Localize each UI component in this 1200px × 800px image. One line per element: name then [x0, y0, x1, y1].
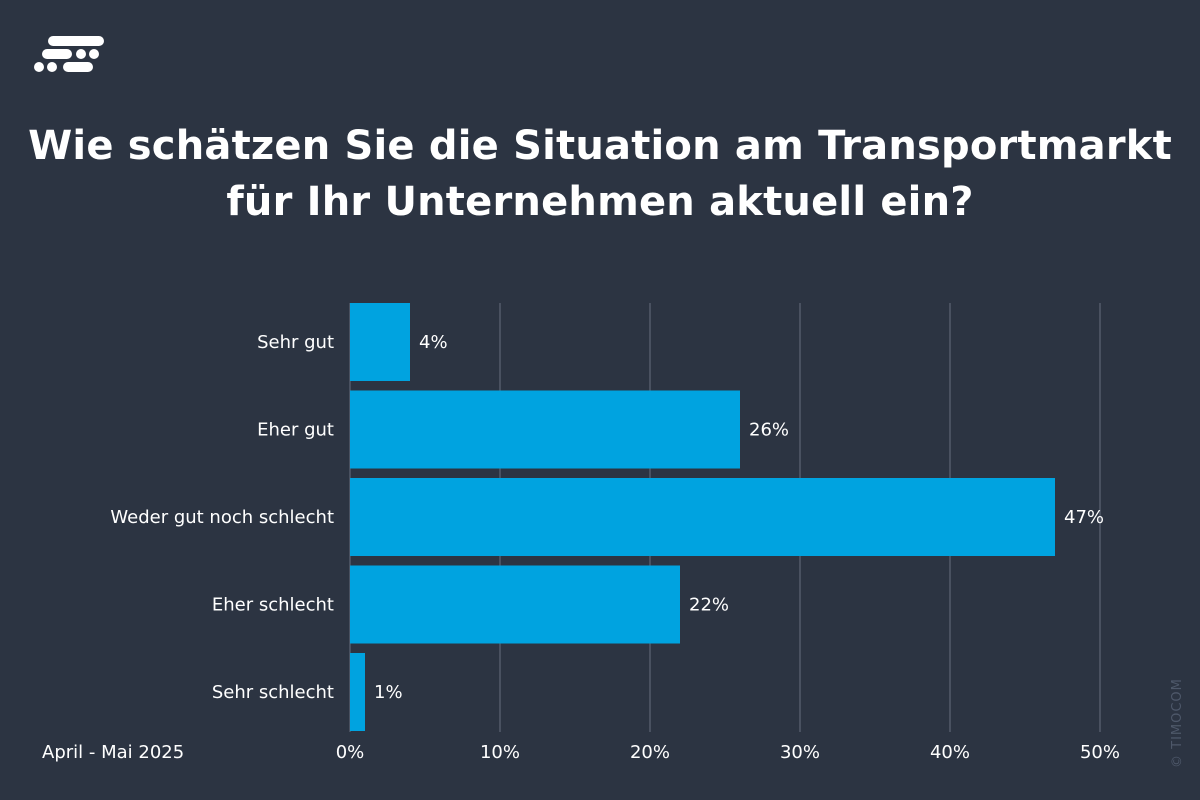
x-tick-label: 0% — [336, 742, 365, 763]
x-tick-label: 20% — [630, 742, 670, 763]
bar — [350, 478, 1055, 556]
category-labels: Sehr gut Eher gut Weder gut noch schlecht E… — [110, 332, 334, 703]
bar — [350, 653, 365, 731]
timocom-logo-icon — [34, 36, 104, 72]
value-label: 1% — [374, 682, 403, 703]
value-label: 47% — [1064, 507, 1104, 528]
chart-title: Wie schätzen Sie die Situation am Transp… — [0, 118, 1200, 230]
value-labels: 4% 26% 47% 22% 1% — [374, 332, 1104, 703]
bars — [350, 303, 1055, 731]
survey-period: April - Mai 2025 — [42, 742, 185, 763]
bar — [350, 390, 740, 469]
x-tick-label: 40% — [930, 742, 970, 763]
category-label: Eher schlecht — [212, 595, 334, 616]
bar — [350, 565, 680, 644]
bar — [350, 303, 410, 381]
x-tick-label: 50% — [1080, 742, 1120, 763]
value-label: 22% — [689, 595, 729, 616]
x-tick-label: 10% — [480, 742, 520, 763]
value-label: 4% — [419, 332, 448, 353]
x-tick-labels: 0% 10% 20% 30% 40% 50% — [336, 742, 1120, 763]
title-line-1: Wie schätzen Sie die Situation am Transp… — [28, 123, 1172, 169]
value-label: 26% — [749, 420, 789, 441]
category-label: Sehr gut — [257, 332, 334, 353]
category-label: Eher gut — [257, 420, 334, 441]
copyright-notice: © TIMOCOM — [1170, 678, 1185, 768]
category-label: Weder gut noch schlecht — [110, 507, 334, 528]
title-line-2: für Ihr Unternehmen aktuell ein? — [226, 179, 974, 225]
category-label: Sehr schlecht — [212, 682, 334, 703]
x-tick-label: 30% — [780, 742, 820, 763]
